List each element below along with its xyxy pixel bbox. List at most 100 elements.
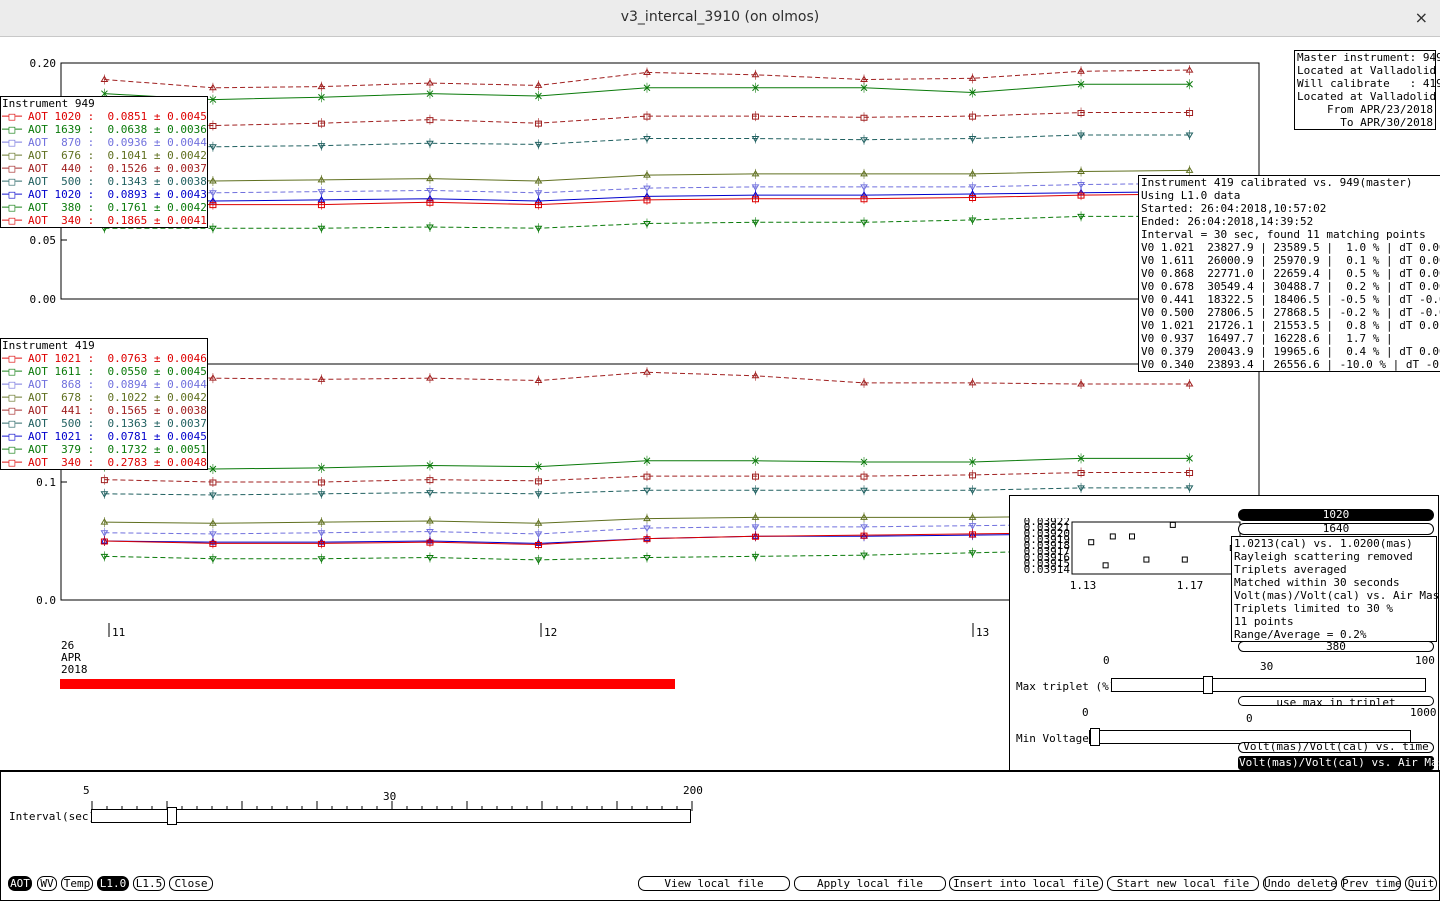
legend-value: 0.1526 ± 0.0037 <box>107 162 207 175</box>
triplet-panel: 0.03922 0.03921 0.03920 0.03919 0.03918 0.039… <box>1009 495 1440 772</box>
view-local-file-button[interactable]: View local file <box>638 876 790 891</box>
triplet-slider[interactable] <box>1111 676 1426 694</box>
legend-marker-icon: ─□─ <box>2 443 22 456</box>
use-max-triplet-button[interactable]: use max in triplet <box>1238 696 1434 706</box>
interval-mid: 30 <box>383 790 397 803</box>
mini-y-label: 0.03921 <box>1024 521 1070 534</box>
legend-label: AOT 678 : <box>28 391 108 404</box>
series-line <box>104 182 1190 194</box>
toggle-temp[interactable]: Temp <box>61 876 93 891</box>
data-point <box>426 117 434 124</box>
close-icon[interactable]: × <box>1414 8 1428 27</box>
toggle-l15[interactable]: L1.5 <box>133 876 165 891</box>
legend-label: AOT 340 : <box>28 214 108 227</box>
wavelength-button-380[interactable]: 380 <box>1238 641 1434 652</box>
data-point <box>1077 110 1085 117</box>
triplet-info: 1.0213(cal) vs. 1.0200(mas) Rayleigh scat… <box>1231 536 1440 642</box>
mini-point <box>1102 562 1109 569</box>
prev-time-button[interactable]: Prev time <box>1341 876 1402 891</box>
legend-label: AOT 868 : <box>28 378 108 391</box>
mini-point <box>1129 533 1135 540</box>
x-tick-label: 13 <box>976 626 989 639</box>
voltage-slider-thumb[interactable] <box>1090 728 1100 746</box>
legend-value: 0.1761 ± 0.0042 <box>107 201 207 214</box>
data-point <box>209 540 217 547</box>
legend-marker-icon: ─□─ <box>2 201 22 214</box>
legend-marker-icon: ─□─ <box>2 162 22 175</box>
wavelength-button-1020[interactable]: 1020 <box>1238 509 1434 521</box>
voltage-mid: 0 <box>1246 712 1253 725</box>
series-line <box>104 69 1190 89</box>
data-point <box>643 197 651 204</box>
mini-y-label: 0.03918 <box>1024 539 1070 552</box>
legend-marker-icon: ─□─ <box>2 378 22 391</box>
mode-vs-time-button[interactable]: Volt(mas)/Volt(cal) vs. time <box>1238 742 1434 753</box>
legend-value: 0.0763 ± 0.0046 <box>107 352 207 365</box>
triplet-min: 0 <box>1103 654 1110 667</box>
calibration-line: V0 0.379 20043.9 | 19965.6 | 0.4 % | dT … <box>1141 345 1440 358</box>
calibration-line: V0 0.678 30549.4 | 30488.7 | 0.2 % | dT … <box>1141 280 1440 293</box>
title-bar: v3_intercal_3910 (on olmos) × <box>0 0 1440 37</box>
interval-label: Interval(sec) <box>9 810 96 823</box>
triplet-info-line: Matched within 30 seconds <box>1234 576 1400 589</box>
calibration-line: V0 0.868 22771.0 | 22659.4 | 0.5 % | dT … <box>1141 267 1440 280</box>
legend-value: 0.0638 ± 0.0036 <box>107 123 207 136</box>
wavelength-button-1640[interactable]: 1640 <box>1238 523 1434 535</box>
data-point <box>209 479 217 486</box>
interval-slider-thumb[interactable] <box>167 807 178 825</box>
interval-slider[interactable] <box>91 807 691 825</box>
data-point <box>1077 470 1085 477</box>
triplet-info-line: Range/Average = 0.2% <box>1234 628 1367 641</box>
legend-value: 0.0851 ± 0.0045 <box>107 110 207 123</box>
legend-label: AOT 1021 : <box>28 352 108 365</box>
mode-vs-airmass-button[interactable]: Volt(mas)/Volt(cal) vs. Air Mass <box>1238 756 1440 770</box>
legend-marker-icon: ─□─ <box>2 188 22 201</box>
toggle-wv[interactable]: WV <box>37 876 57 891</box>
legend-label: AOT 870 : <box>28 136 108 149</box>
legend-row: ─□─ AOT 379 : 0.1732 ± 0.0051 <box>2 443 207 456</box>
data-point <box>969 472 977 479</box>
date-label: 26 APR 2018 <box>61 640 88 676</box>
calibration-line: Instrument 419 calibrated vs. 949(master… <box>1141 176 1413 189</box>
date-year: 2018 <box>61 663 88 676</box>
y-tick-label: 0.0 <box>36 594 56 607</box>
legend-row: ─□─ AOT 340 : 0.2783 ± 0.0048 <box>2 456 207 469</box>
legend-row: ─□─ AOT 678 : 0.1022 ± 0.0042 <box>2 391 207 404</box>
data-point <box>534 202 542 209</box>
apply-local-file-button[interactable]: Apply local file <box>794 876 946 891</box>
triplet-slider-thumb[interactable] <box>1202 676 1213 694</box>
legend-marker-icon: ─□─ <box>2 175 22 188</box>
legend-row: ─□─ AOT 1639 : 0.0638 ± 0.0036 <box>2 123 207 136</box>
triplet-info-line: Rayleigh scattering removed <box>1234 550 1413 563</box>
legend-row: ─□─ AOT 1020 : 0.0893 ± 0.0043 <box>2 188 207 201</box>
mini-point <box>1109 533 1116 540</box>
calibration-line: V0 0.340 23893.4 | 26556.6 | -10.0 % | d… <box>1141 358 1440 371</box>
series-line <box>104 112 1190 127</box>
time-selection-bar[interactable] <box>60 679 675 689</box>
insert-local-file-button[interactable]: Insert into local file <box>949 876 1103 891</box>
data-point <box>860 532 868 539</box>
legend-value: 0.0550 ± 0.0045 <box>107 365 207 378</box>
series-line <box>104 548 1190 561</box>
triplet-info-line: 1.0213(cal) vs. 1.0200(mas) <box>1234 537 1413 550</box>
interval-min: 5 <box>83 784 90 797</box>
mini-y-label: 0.03915 <box>1024 557 1070 570</box>
legend-marker-icon: ─□─ <box>2 110 22 123</box>
triplet-info-line: Volt(mas)/Volt(cal) vs. Air Mass <box>1234 589 1440 602</box>
series-line <box>104 487 1190 496</box>
data-point <box>751 196 759 203</box>
legend-value: 0.0894 ± 0.0044 <box>107 378 207 391</box>
toggle-l10[interactable]: L1.0 <box>97 876 129 891</box>
toggle-aot[interactable]: AOT <box>8 876 32 891</box>
legend-value: 0.1022 ± 0.0042 <box>107 391 207 404</box>
voltage-min: 0 <box>1082 706 1089 719</box>
legend-title: Instrument 419 <box>2 339 95 352</box>
calibration-line: V0 0.937 16497.7 | 16228.6 | 1.7 % | <box>1141 332 1393 345</box>
data-point <box>860 196 868 203</box>
legend-label: AOT 1020 : <box>28 110 108 123</box>
start-new-local-file-button[interactable]: Start new local file <box>1107 876 1259 891</box>
close-button[interactable]: Close <box>169 876 213 891</box>
quit-button[interactable]: Quit <box>1405 876 1437 891</box>
undo-delete-button[interactable]: Undo delete <box>1263 876 1337 891</box>
data-point <box>643 536 651 543</box>
